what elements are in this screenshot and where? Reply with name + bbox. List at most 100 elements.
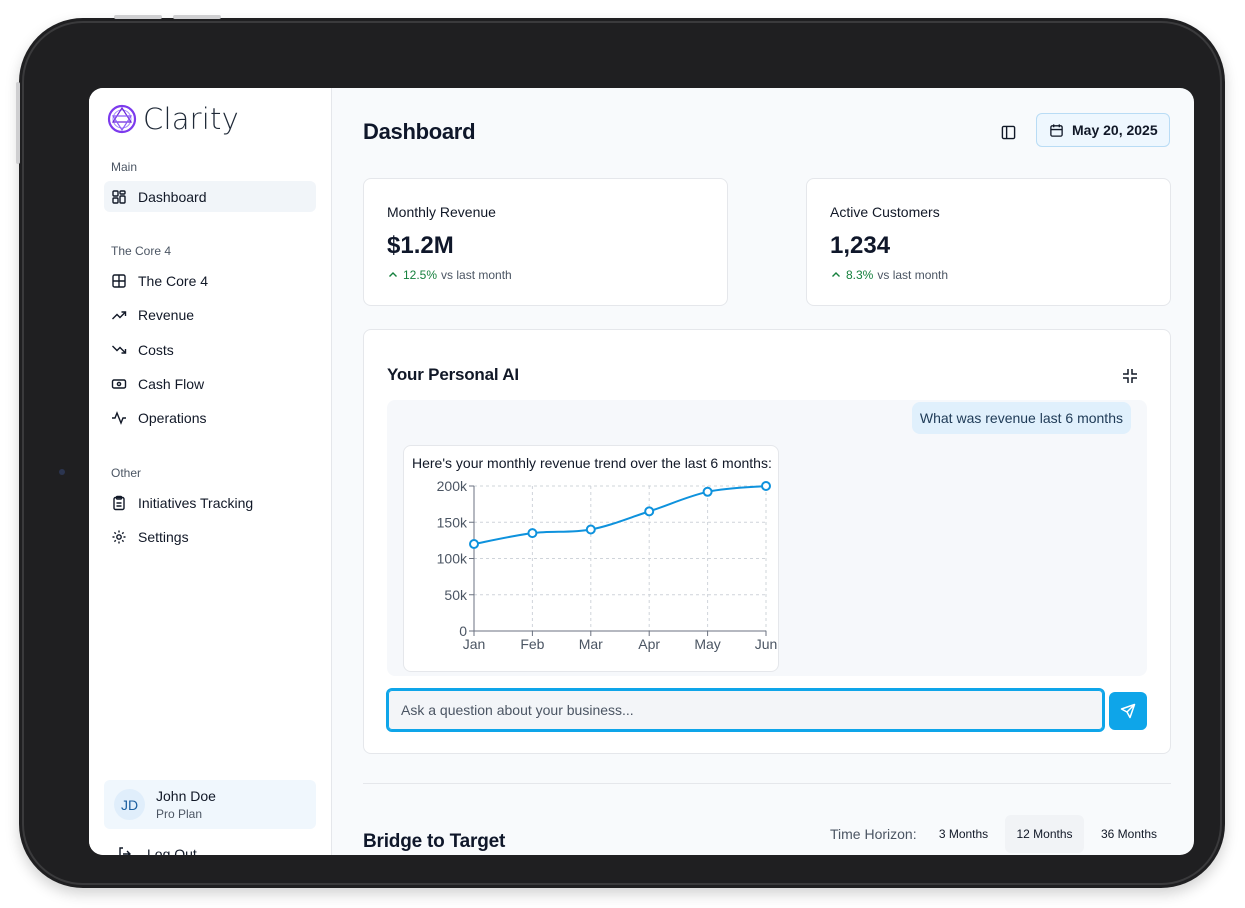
metric-value: $1.2M	[387, 232, 454, 259]
chart-data-point	[644, 506, 655, 517]
user-message: What was revenue last 6 months	[911, 402, 1131, 434]
camera-dot	[59, 469, 65, 475]
logout-label: Log Out	[147, 846, 197, 855]
chart-data-point	[469, 539, 479, 549]
chart-y-tick-label: 0	[459, 623, 467, 639]
sidebar-item-label: Operations	[138, 409, 207, 426]
logout-icon	[119, 847, 131, 855]
logo-text: Clarity	[143, 102, 239, 136]
main-content: Dashboard May 20, 2025 Monthly Revenue $…	[333, 88, 1194, 855]
grid-icon	[112, 189, 126, 204]
chart-x-tick-label: Jun	[755, 636, 778, 652]
sidebar-item-label: Settings	[138, 528, 189, 545]
bot-message: Here's your monthly revenue trend over t…	[403, 445, 779, 672]
bridge-title: Bridge to Target	[363, 831, 506, 852]
change-suffix: vs last month	[877, 268, 949, 282]
logo-icon	[107, 104, 137, 134]
avatar: JD	[114, 789, 145, 820]
chart-y-tick-label: 50k	[444, 587, 468, 603]
metric-label: Active Customers	[830, 204, 940, 220]
logout-button[interactable]: Log Out	[117, 846, 197, 855]
chart-x-tick-label: Mar	[579, 636, 603, 652]
sidebar-item-label: The Core 4	[138, 272, 209, 289]
user-info: John Doe Pro Plan	[156, 788, 216, 821]
chart-x-tick-label: Apr	[638, 636, 660, 652]
user-name: John Doe	[156, 788, 216, 804]
chart-y-tick-label: 150k	[437, 514, 468, 530]
sidebar-item-label: Cash Flow	[138, 375, 205, 392]
tablet-frame: Clarity Main Dashboard The Core 4 The Co…	[19, 18, 1225, 888]
horizon-3-months-button[interactable]: 3 Months	[938, 827, 989, 841]
section-divider	[363, 783, 1171, 784]
chart-data-point	[585, 524, 596, 535]
sidebar-item-cash-flow[interactable]: Cash Flow	[104, 368, 316, 399]
horizon-12-months-button[interactable]: 12 Months	[1005, 815, 1084, 853]
clipboard-icon	[113, 495, 125, 510]
change-suffix: vs last month	[441, 268, 512, 282]
send-button[interactable]	[1109, 692, 1147, 730]
sidebar-item-settings[interactable]: Settings	[104, 521, 316, 552]
trending-up-icon	[112, 310, 127, 319]
chat-area: What was revenue last 6 months Here's yo…	[387, 400, 1147, 676]
metric-card-revenue: Monthly Revenue $1.2M 12.5% vs last mont…	[363, 178, 728, 306]
date-picker-button[interactable]: May 20, 2025	[1036, 113, 1170, 147]
chevron-up-icon	[389, 272, 397, 277]
sidebar-item-label: Costs	[138, 341, 174, 358]
banknote-icon	[111, 378, 127, 389]
page-title: Dashboard	[363, 119, 476, 144]
chart-x-tick-label: Jan	[463, 636, 486, 652]
section-label-core: The Core 4	[111, 244, 172, 258]
app-screen: Clarity Main Dashboard The Core 4 The Co…	[89, 88, 1194, 855]
calendar-icon	[1050, 123, 1063, 137]
sidebar-item-dashboard[interactable]: Dashboard	[104, 181, 316, 212]
ai-question-input[interactable]	[388, 690, 1103, 730]
revenue-line-chart: 0 50k 100k 150k 200k Jan Feb Mar Apr May Jun	[437, 478, 778, 652]
chart-y-tick-label: 200k	[437, 478, 468, 494]
sidebar-item-label: Initiatives Tracking	[138, 494, 254, 511]
date-label: May 20, 2025	[1072, 122, 1158, 138]
ai-title: Your Personal AI	[387, 365, 519, 384]
chart-series-line	[473, 485, 767, 545]
chevron-up-icon	[832, 272, 840, 277]
trending-down-icon	[112, 345, 127, 354]
ai-question-input-wrapper	[386, 688, 1105, 732]
sidebar-toggle-button[interactable]	[997, 121, 1019, 143]
section-label-main: Main	[111, 160, 138, 174]
user-card[interactable]: JD John Doe Pro Plan	[104, 780, 316, 829]
user-plan: Pro Plan	[156, 807, 203, 821]
table-icon	[112, 273, 126, 288]
chart-x-tick-label: Feb	[520, 636, 544, 652]
horizon-36-months-button[interactable]: 36 Months	[1100, 827, 1158, 841]
chart-data-point	[761, 481, 771, 491]
metric-change: 8.3% vs last month	[830, 268, 948, 282]
send-icon	[1120, 703, 1136, 719]
section-label-other: Other	[111, 466, 142, 480]
chart-data-point	[702, 486, 713, 497]
change-percent: 8.3%	[846, 268, 874, 282]
metric-change: 12.5% vs last month	[387, 268, 512, 282]
sidebar-item-operations[interactable]: Operations	[104, 402, 316, 433]
minimize-icon[interactable]	[1121, 367, 1139, 385]
volume-down-button	[173, 15, 221, 19]
time-horizon-label: Time Horizon:	[830, 826, 917, 842]
metric-label: Monthly Revenue	[387, 204, 496, 220]
chart-data-point	[527, 528, 538, 539]
sidebar-item-costs[interactable]: Costs	[104, 334, 316, 365]
sidebar-item-revenue[interactable]: Revenue	[104, 299, 316, 330]
logo[interactable]: Clarity	[107, 102, 239, 136]
bot-message-text: Here's your monthly revenue trend over t…	[412, 455, 772, 471]
sidebar: Clarity Main Dashboard The Core 4 The Co…	[89, 88, 332, 855]
ai-assistant-card: Your Personal AI What was revenue last 6…	[363, 329, 1171, 754]
sidebar-item-label: Dashboard	[138, 188, 207, 205]
chart-y-tick-label: 100k	[437, 551, 468, 567]
metric-value: 1,234	[830, 232, 891, 259]
sidebar-item-core4[interactable]: The Core 4	[104, 265, 316, 296]
gear-icon	[112, 530, 126, 543]
side-button	[16, 82, 20, 164]
sidebar-item-label: Revenue	[138, 306, 195, 323]
volume-up-button	[114, 15, 162, 19]
metric-card-customers: Active Customers 1,234 8.3% vs last mont…	[806, 178, 1171, 306]
sidebar-item-initiatives[interactable]: Initiatives Tracking	[104, 487, 316, 518]
chart-x-tick-label: May	[694, 636, 720, 652]
panel-left-icon	[1001, 125, 1015, 139]
